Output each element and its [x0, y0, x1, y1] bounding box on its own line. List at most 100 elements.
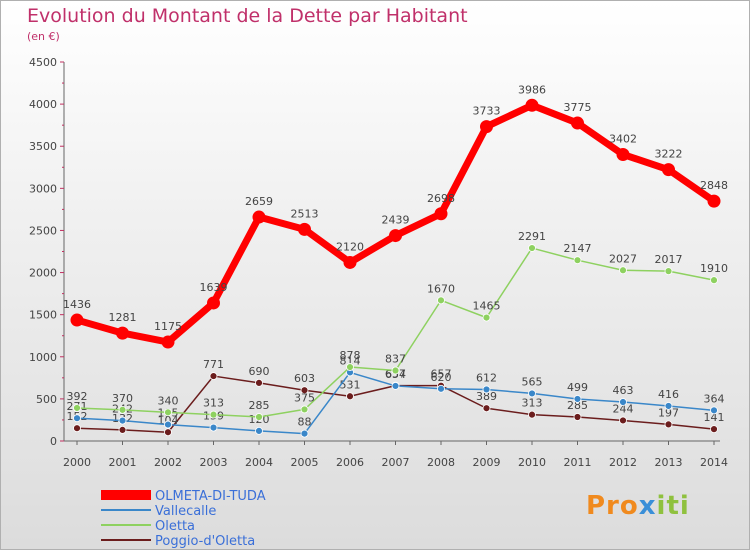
data-label: 3402 — [609, 132, 637, 145]
data-point — [164, 420, 172, 429]
data-point — [664, 420, 673, 429]
data-label: 2147 — [564, 242, 592, 255]
data-point — [343, 255, 357, 269]
y-tick-label: 2000 — [29, 267, 57, 280]
data-point — [73, 424, 81, 433]
data-point — [209, 372, 218, 380]
data-label: 837 — [385, 353, 406, 366]
x-tick-label: 2014 — [700, 456, 728, 469]
data-label: 690 — [249, 365, 270, 378]
x-tick-label: 2003 — [200, 456, 228, 469]
data-point — [619, 266, 627, 275]
data-point — [573, 413, 582, 421]
data-label: 2698 — [427, 192, 455, 205]
data-label: 1175 — [154, 320, 182, 333]
data-label: 2120 — [336, 240, 364, 253]
y-tick-label: 1500 — [29, 309, 57, 322]
logo-part-2: x — [638, 491, 657, 521]
data-point — [571, 116, 584, 130]
data-point — [573, 256, 582, 265]
data-label: 2848 — [700, 179, 728, 192]
data-label: 340 — [158, 394, 179, 407]
data-point — [619, 398, 627, 406]
data-label: 603 — [294, 372, 315, 385]
data-label: 499 — [567, 381, 588, 394]
data-label: 370 — [112, 392, 133, 405]
x-tick-label: 2008 — [427, 456, 455, 469]
data-point — [118, 405, 127, 414]
data-point — [209, 410, 218, 419]
data-point — [118, 416, 127, 425]
data-point — [525, 98, 539, 112]
data-label: 141 — [704, 411, 725, 424]
data-label: 620 — [431, 371, 452, 384]
data-point — [209, 423, 218, 432]
data-label: 313 — [203, 397, 224, 410]
y-tick-label: 1000 — [29, 351, 57, 364]
data-point — [710, 425, 718, 434]
data-label: 3222 — [655, 148, 683, 161]
data-point — [664, 402, 673, 410]
data-point — [73, 404, 81, 412]
x-tick-label: 2001 — [109, 456, 137, 469]
data-point — [164, 408, 172, 417]
data-point — [434, 207, 448, 221]
data-label: 814 — [340, 354, 361, 367]
logo-part-1: Pro — [586, 491, 639, 521]
data-label: 3986 — [518, 83, 546, 96]
y-tick-label: 4000 — [29, 98, 57, 111]
data-point — [118, 425, 127, 434]
data-label: 2291 — [518, 230, 546, 243]
data-point — [298, 222, 311, 236]
data-label: 364 — [704, 392, 725, 405]
data-label: 3733 — [473, 105, 501, 118]
data-point — [346, 363, 354, 371]
data-point — [482, 404, 491, 413]
data-label: 375 — [294, 391, 315, 404]
data-point — [255, 426, 263, 435]
data-label: 565 — [522, 375, 543, 388]
data-label: 878 — [340, 349, 361, 362]
data-label: 197 — [658, 406, 679, 419]
y-tick-label: 2500 — [29, 224, 57, 237]
data-point — [391, 382, 400, 390]
x-tick-label: 2002 — [154, 456, 182, 469]
data-point — [619, 416, 627, 425]
data-label: 2659 — [245, 195, 273, 208]
x-tick-label: 2012 — [609, 456, 637, 469]
y-tick-label: 0 — [50, 435, 57, 448]
data-point — [300, 429, 309, 438]
data-label: 1639 — [200, 281, 228, 294]
data-label: 657 — [431, 368, 452, 381]
x-tick-label: 2007 — [382, 456, 410, 469]
data-label: 2017 — [655, 253, 683, 266]
data-label: 2513 — [291, 207, 319, 220]
data-label: 1465 — [473, 300, 501, 313]
data-label: 612 — [476, 371, 497, 384]
data-point — [662, 163, 675, 177]
data-point — [528, 244, 536, 252]
data-label: 88 — [298, 416, 312, 429]
data-point — [73, 414, 81, 423]
data-point — [480, 120, 493, 134]
data-label: 392 — [67, 390, 88, 403]
data-label: 1910 — [700, 262, 728, 275]
data-label: 285 — [249, 399, 270, 412]
legend-label: OLMETA-DI-TUDA — [155, 489, 266, 504]
data-point — [255, 378, 263, 387]
data-label: 1281 — [109, 311, 137, 324]
data-point — [437, 384, 445, 393]
data-label: 463 — [613, 384, 634, 397]
data-point — [164, 428, 172, 437]
data-point — [252, 210, 266, 224]
data-point — [707, 194, 721, 208]
x-tick-label: 2004 — [245, 456, 273, 469]
x-tick-label: 2010 — [518, 456, 546, 469]
data-point — [391, 366, 400, 375]
proxiti-logo: Proxiti — [586, 491, 690, 521]
chart-title: Evolution du Montant de la Dette par Hab… — [27, 5, 468, 27]
data-point — [664, 267, 673, 276]
data-label: 2439 — [382, 214, 410, 227]
x-tick-label: 2000 — [63, 456, 91, 469]
